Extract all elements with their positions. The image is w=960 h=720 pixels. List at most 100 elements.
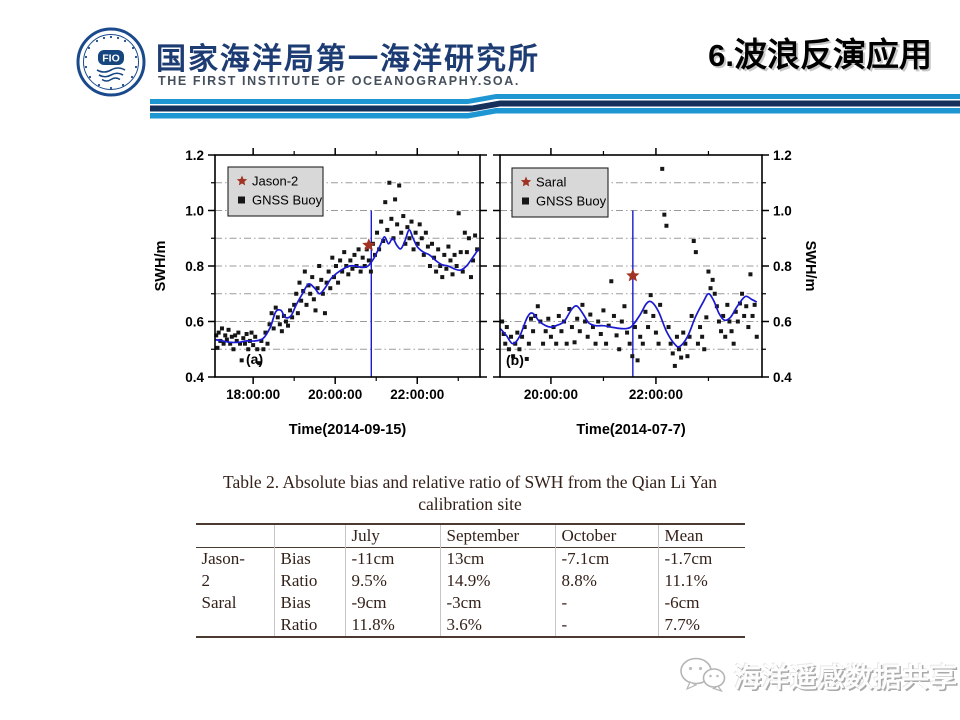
buoy-point (442, 252, 447, 257)
buoy-point (229, 334, 234, 339)
y-tick-label: 1.2 (773, 148, 792, 163)
buoy-point (590, 325, 595, 330)
buoy-point (338, 258, 343, 263)
buoy-point (446, 244, 451, 249)
buoy-point (731, 341, 736, 346)
table-col-header: Mean (657, 523, 745, 548)
buoy-point (385, 227, 390, 232)
buoy-point (689, 313, 694, 318)
buoy-point (319, 277, 324, 282)
table-row: Ratio 11.8% 3.6% -7.7% (195, 613, 745, 637)
buoy-point (407, 236, 412, 241)
buoy-point (750, 313, 755, 318)
buoy-point (643, 309, 648, 314)
buoy-point (695, 341, 700, 346)
buoy-point (464, 250, 469, 255)
buoy-point (255, 347, 260, 352)
buoy-point (632, 325, 637, 330)
table-cell: 2 (201, 570, 211, 590)
buoy-point (700, 334, 705, 339)
table-cell: 9.5% (344, 569, 440, 592)
buoy-point (368, 269, 373, 274)
buoy-point (215, 345, 220, 350)
table-cell: Ratio (273, 613, 345, 637)
buoy-point (456, 211, 461, 216)
y-tick-label: 0.6 (773, 315, 792, 330)
buoy-point (646, 325, 651, 330)
table-row: 2 Ratio 9.5% 14.9% 8.8% 11.1% (196, 569, 745, 592)
buoy-point (604, 341, 609, 346)
table-cell: Bias (273, 591, 345, 614)
fit-line (214, 229, 480, 344)
buoy-point (535, 304, 540, 309)
buoy-point (328, 286, 333, 291)
buoy-point (691, 239, 696, 244)
buoy-point (405, 225, 410, 230)
buoy-point (681, 330, 686, 335)
buoy-point (311, 297, 316, 302)
table-cell: -6cm (657, 591, 745, 614)
buoy-point (297, 280, 302, 285)
buoy-point (393, 197, 398, 202)
buoy-point (434, 269, 439, 274)
buoy-point (725, 302, 730, 307)
table-col-header: October (554, 523, 658, 548)
buoy-point (524, 356, 529, 361)
swh-timeseries-charts: 18:00:00 20:00:00 22:00:00 0.4 0.6 0.8 1.0 1.2 S… (153, 148, 818, 438)
buoy-point (432, 255, 437, 260)
table-col-header (273, 523, 345, 548)
buoy-point (344, 264, 349, 268)
buoy-point (752, 302, 757, 307)
satellite-star-marker (626, 268, 640, 282)
buoy-point (580, 302, 585, 307)
buoy-point (458, 250, 463, 255)
legend-label: GNSS Buoy (252, 193, 323, 208)
buoy-point (583, 319, 588, 324)
buoy-point (308, 291, 313, 296)
buoy-point (444, 266, 449, 271)
buoy-point (503, 341, 508, 346)
buoy-point (302, 269, 307, 274)
legend: Jason-2 GNSS Buoy (227, 166, 324, 217)
table-cell: 8.8% (554, 569, 658, 592)
legend-star-marker (236, 175, 248, 186)
buoy-point (275, 315, 280, 320)
buoy-point (320, 291, 325, 296)
buoy-point (216, 330, 221, 335)
table-cell: -7.1cm (554, 547, 658, 570)
legend-label: Saral (536, 175, 566, 190)
buoy-point (522, 325, 527, 330)
buoy-point (261, 347, 266, 352)
buoy-point (350, 266, 355, 271)
x-tick-label: 20:00:00 (524, 387, 578, 402)
buoy-point (397, 183, 402, 188)
buoy-point (517, 347, 522, 352)
buoy-point (236, 330, 241, 335)
buoy-point (219, 326, 224, 331)
buoy-point (729, 329, 734, 334)
buoy-point (744, 304, 749, 309)
buoy-point (251, 343, 256, 348)
buoy-point (677, 347, 682, 352)
buoy-point (466, 236, 471, 241)
buoy-point (324, 280, 329, 285)
buoy-point (450, 272, 455, 277)
y-axis-label: SWH/m (153, 241, 169, 292)
buoy-point (430, 241, 435, 246)
buoy-point (500, 319, 505, 324)
buoy-point (223, 333, 228, 338)
buoy-point (596, 319, 601, 324)
table-header: July September October Mean (195, 523, 745, 548)
y-tick-label: 0.4 (185, 370, 204, 385)
buoy-point (735, 319, 740, 324)
buoy-point (315, 286, 320, 291)
table-col-header: July (344, 523, 440, 548)
buoy-point (244, 331, 249, 336)
buoy-point (234, 338, 239, 343)
buoy-point (719, 329, 724, 334)
buoy-point (716, 319, 721, 324)
buoy-point (286, 323, 291, 328)
buoy-point (670, 351, 675, 356)
buoy-point (526, 341, 531, 346)
buoy-point (383, 200, 388, 205)
